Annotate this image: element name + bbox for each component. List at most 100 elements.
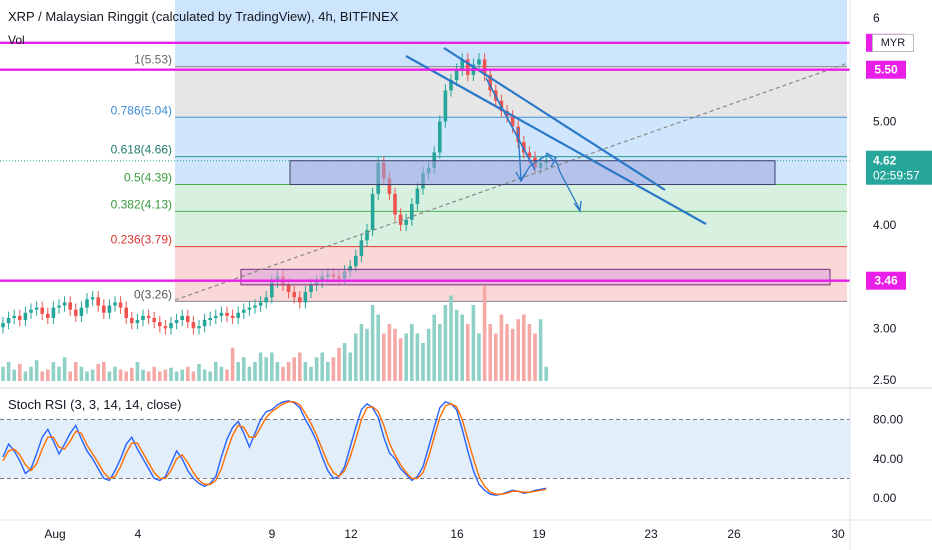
volume-bar <box>438 324 442 381</box>
price-level-lines[interactable] <box>0 41 850 282</box>
time-tick-label: Aug <box>44 527 65 541</box>
volume-bar <box>527 324 532 381</box>
volume-bar <box>382 333 386 381</box>
candle <box>404 219 408 225</box>
candle <box>1 323 5 328</box>
inner-trend-line <box>485 77 536 171</box>
fib-band <box>175 184 847 212</box>
candle <box>163 326 168 329</box>
candle <box>74 309 78 316</box>
volume-bar <box>488 324 492 381</box>
volume-bar <box>320 352 324 381</box>
volume-bar <box>466 324 470 381</box>
candle <box>158 322 162 327</box>
currency-button[interactable]: MYR <box>872 34 914 52</box>
candle <box>174 320 179 324</box>
fibonacci-retracement[interactable]: 1(5.53) 0.786(5.04) 0.618(4.66) 0.5(4.39) 0.… <box>0 0 850 302</box>
volume-bar <box>96 363 100 381</box>
candle <box>432 152 436 168</box>
candle <box>40 307 44 314</box>
volume-bar <box>471 305 476 381</box>
candle <box>96 297 100 306</box>
volume-bar <box>29 366 33 381</box>
volume-bar <box>141 369 145 381</box>
stoch-rsi-k-line <box>2 400 547 496</box>
stoch-rsi-d-line <box>2 401 547 495</box>
price-tick-label: 4.00 <box>873 218 897 232</box>
candle <box>152 317 156 323</box>
volume-bar <box>331 357 336 381</box>
support-zone <box>240 268 831 286</box>
volume-bar <box>202 369 207 381</box>
volume-bar <box>236 362 240 381</box>
candle <box>141 315 145 321</box>
stoch-rsi-title: Stoch RSI (3, 3, 14, 14, close) <box>8 397 182 412</box>
price-pane[interactable]: 1(5.53) 0.786(5.04) 0.618(4.66) 0.5(4.39) 0.… <box>0 0 850 381</box>
volume-bar <box>309 366 313 381</box>
stoch-rsi-pane[interactable]: 0.00 40.00 80.00 <box>0 400 903 505</box>
candle <box>348 266 352 272</box>
volume-bar <box>342 343 347 381</box>
volume-bar <box>421 343 425 381</box>
drawings[interactable] <box>174 47 849 301</box>
volume-bar <box>68 371 72 381</box>
candle <box>18 315 22 321</box>
volume-bar <box>426 328 431 381</box>
volume-bar <box>286 362 291 381</box>
candle <box>51 307 56 318</box>
time-axis[interactable]: Aug 4 9 12 16 19 23 26 30 <box>44 527 845 541</box>
volume-bar <box>337 347 341 381</box>
candle <box>454 69 459 81</box>
time-tick-label: 12 <box>344 527 358 541</box>
candle <box>46 313 50 318</box>
volume-bar <box>270 352 274 381</box>
time-tick-label: 9 <box>269 527 276 541</box>
price-tick-label: 5.00 <box>873 114 897 128</box>
candle <box>477 59 481 65</box>
stoch-rsi-tick-label: 80.00 <box>873 413 903 427</box>
volume-bar <box>292 357 296 381</box>
volume-bar <box>197 363 201 381</box>
stoch-rsi-band-fill <box>0 419 850 479</box>
price-tick-label: 3.00 <box>873 321 897 335</box>
volume-bar <box>169 367 173 381</box>
price-level-tag-label: 5.50 <box>874 63 898 77</box>
volume-bar <box>146 371 151 381</box>
volume-bar <box>477 333 481 381</box>
price-axis[interactable]: 2.50 3.00 4.00 5.00 6 <box>873 11 897 387</box>
volume-bar <box>102 362 106 381</box>
candle <box>466 59 470 75</box>
volume-bar <box>18 363 22 381</box>
candle <box>410 204 414 220</box>
candle <box>23 312 28 321</box>
volume-bar <box>533 333 537 381</box>
volume-bar <box>214 362 218 381</box>
current-price-tag <box>866 150 932 185</box>
volume-bar <box>62 357 67 381</box>
candle <box>79 307 84 316</box>
volume-bar <box>348 352 352 381</box>
candle <box>135 320 140 324</box>
volume-bar <box>258 352 263 381</box>
volume-bar <box>34 360 39 381</box>
candle <box>57 305 61 308</box>
volume-bar <box>443 305 448 381</box>
volume-bar <box>186 366 190 381</box>
stoch-rsi-band: 0.00 40.00 80.00 <box>0 413 903 505</box>
volume-bar <box>393 328 397 381</box>
volume-bar <box>135 362 140 381</box>
candle <box>370 193 375 231</box>
price-tick-label: 2.50 <box>873 373 897 387</box>
volume-bar <box>57 366 61 381</box>
candle <box>438 121 442 153</box>
candle <box>68 302 72 310</box>
volume-bar <box>253 362 257 381</box>
volume-bar <box>152 366 156 381</box>
stoch-rsi-tick-label: 40.00 <box>873 452 903 466</box>
volume-bar <box>191 371 196 381</box>
volume-bars <box>1 286 548 381</box>
price-level-tag-label: 3.46 <box>874 274 898 288</box>
candle <box>214 315 218 318</box>
current-price-label: 4.62 <box>873 154 897 168</box>
